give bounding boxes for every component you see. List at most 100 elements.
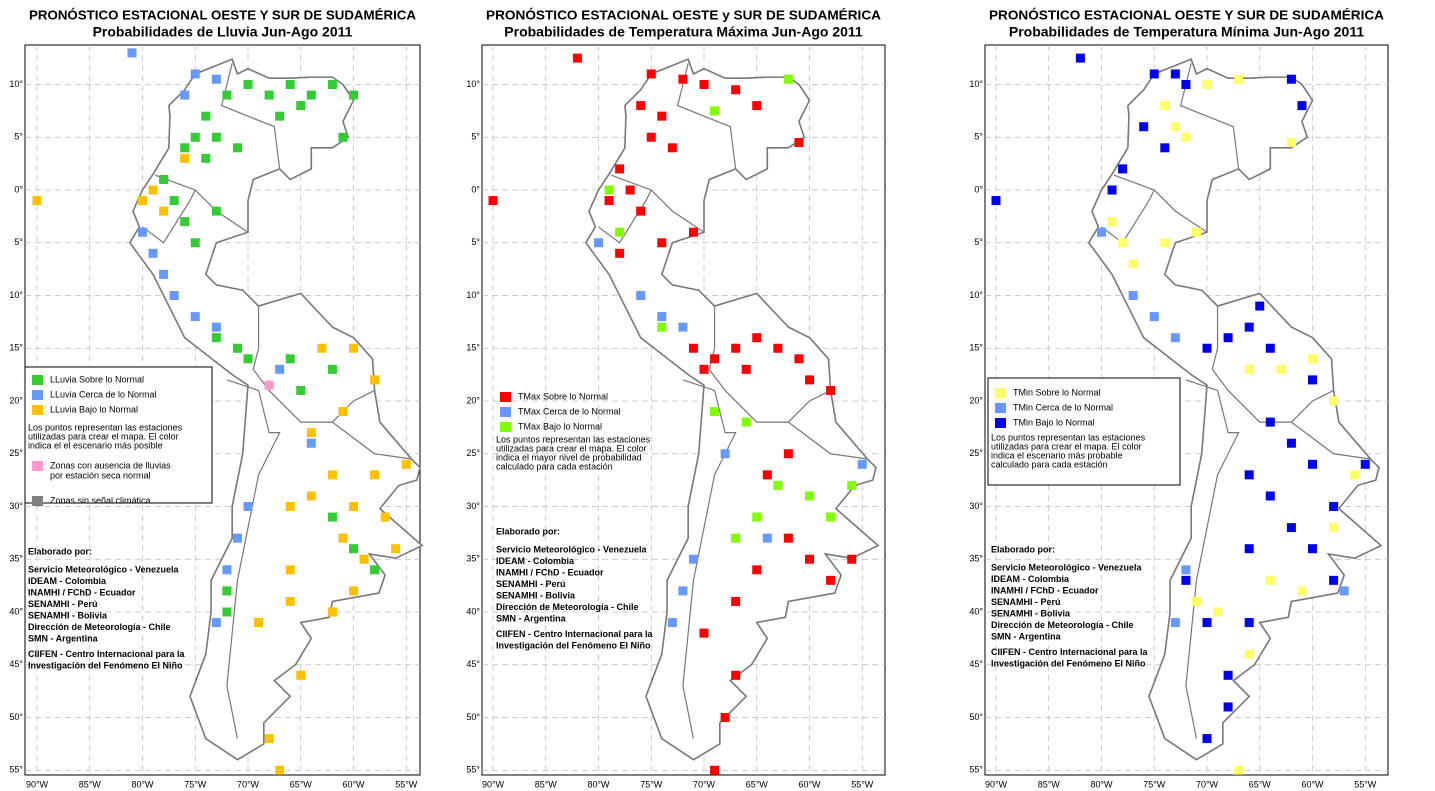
station [1170,333,1180,343]
credit-line: CIIFEN - Centro Internacional para la [28,649,186,659]
lat-label: 30° [969,501,983,511]
station [190,132,200,142]
station [1191,227,1201,237]
station [783,449,793,459]
station [710,407,720,417]
station [1286,438,1296,448]
station [1350,470,1360,480]
station [1181,575,1191,585]
station [1097,227,1106,237]
station [306,90,316,100]
lat-label: 45° [969,659,983,669]
station [1149,312,1159,322]
credit-line: Investigación del Fenómeno El Niño [496,640,651,650]
legend-note: calculado para cada estación [496,461,613,471]
station [327,80,337,89]
station [1308,544,1317,554]
border [142,189,196,244]
station [731,596,741,606]
station [222,90,232,100]
station [625,185,635,195]
credit-line: IDEAM - Colombia [28,576,107,586]
lat-label: 10° [466,79,480,89]
station [1297,101,1307,111]
station [1265,417,1275,427]
border [788,421,868,460]
station [349,343,358,353]
credit-line: IDEAM - Colombia [991,574,1070,584]
credit-line: INAMHI / FChD - Ecuador [496,567,604,577]
station [1265,491,1275,501]
legend-label: LLuvia Cerca de lo Normal [50,389,157,399]
lat-label: 30° [9,501,23,511]
station [752,512,762,522]
station [1223,670,1233,680]
station [1223,333,1233,343]
credit-line: SENAMHI - Perú [496,579,566,589]
border [252,306,375,423]
station [285,80,295,89]
station [317,343,327,353]
lat-label: 50° [466,712,480,722]
station [615,164,625,174]
credits-title: Elaborado por: [496,526,560,536]
credit-line: INAMHI / FChD - Ecuador [991,585,1099,595]
station [636,291,646,300]
legend-swatch [995,403,1006,413]
credits-title: Elaborado por: [991,544,1055,554]
lon-label: 65°W [1249,779,1272,789]
station [169,196,179,206]
station [1149,69,1159,79]
legend-box [987,377,1181,486]
credit-line: Dirección de Meteorología - Chile [496,602,639,612]
station [826,575,836,585]
station [211,333,221,343]
lat-label: 10° [969,79,983,89]
legend-label: LLuvia Bajo lo Normal [50,404,138,414]
credit-line: Dirección de Meteorología - Chile [991,620,1134,630]
lon-label: 55°W [395,779,418,789]
station [306,428,316,438]
station [264,380,274,390]
station [159,174,169,184]
lat-label: 0° [471,184,480,194]
station [201,111,211,121]
station [615,227,625,237]
border [676,63,737,169]
station [667,143,677,153]
station [296,101,306,111]
station [275,364,285,374]
station [275,111,285,121]
station [285,565,295,575]
station [1255,301,1265,311]
lon-label: 90°W [26,779,49,789]
station [710,106,720,116]
lat-label: 15° [9,343,23,353]
station [1329,575,1339,585]
station [1329,396,1339,406]
border [1291,421,1371,460]
station [731,670,741,680]
panel-subtitle: Probabilidades de Temperatura Máxima Jun… [504,24,863,40]
legend-label: TMin Sobre lo Normal [1013,387,1101,397]
station [1297,586,1307,596]
station [243,354,253,364]
border [154,174,249,233]
station [169,291,179,300]
station [783,533,793,543]
lat-label: 55° [9,765,23,775]
station [678,586,688,596]
lat-label: 10° [9,290,23,300]
legend-note: utilizadas para crear el mapa. El color [991,441,1142,451]
lon-label: 60°W [798,779,821,789]
lon-label: 70°W [237,779,260,789]
lon-label: 65°W [746,779,769,789]
panel-title: PRONÓSTICO ESTACIONAL OESTE Y SUR DE SUD… [29,7,417,22]
lat-label: 5° [471,132,480,142]
station [657,111,667,121]
lat-label: 30° [466,501,480,511]
legend-label: por estación seca normal [50,470,151,480]
credit-line: SMN - Argentina [28,633,99,643]
station [636,206,646,216]
lon-label: 90°W [985,779,1008,789]
